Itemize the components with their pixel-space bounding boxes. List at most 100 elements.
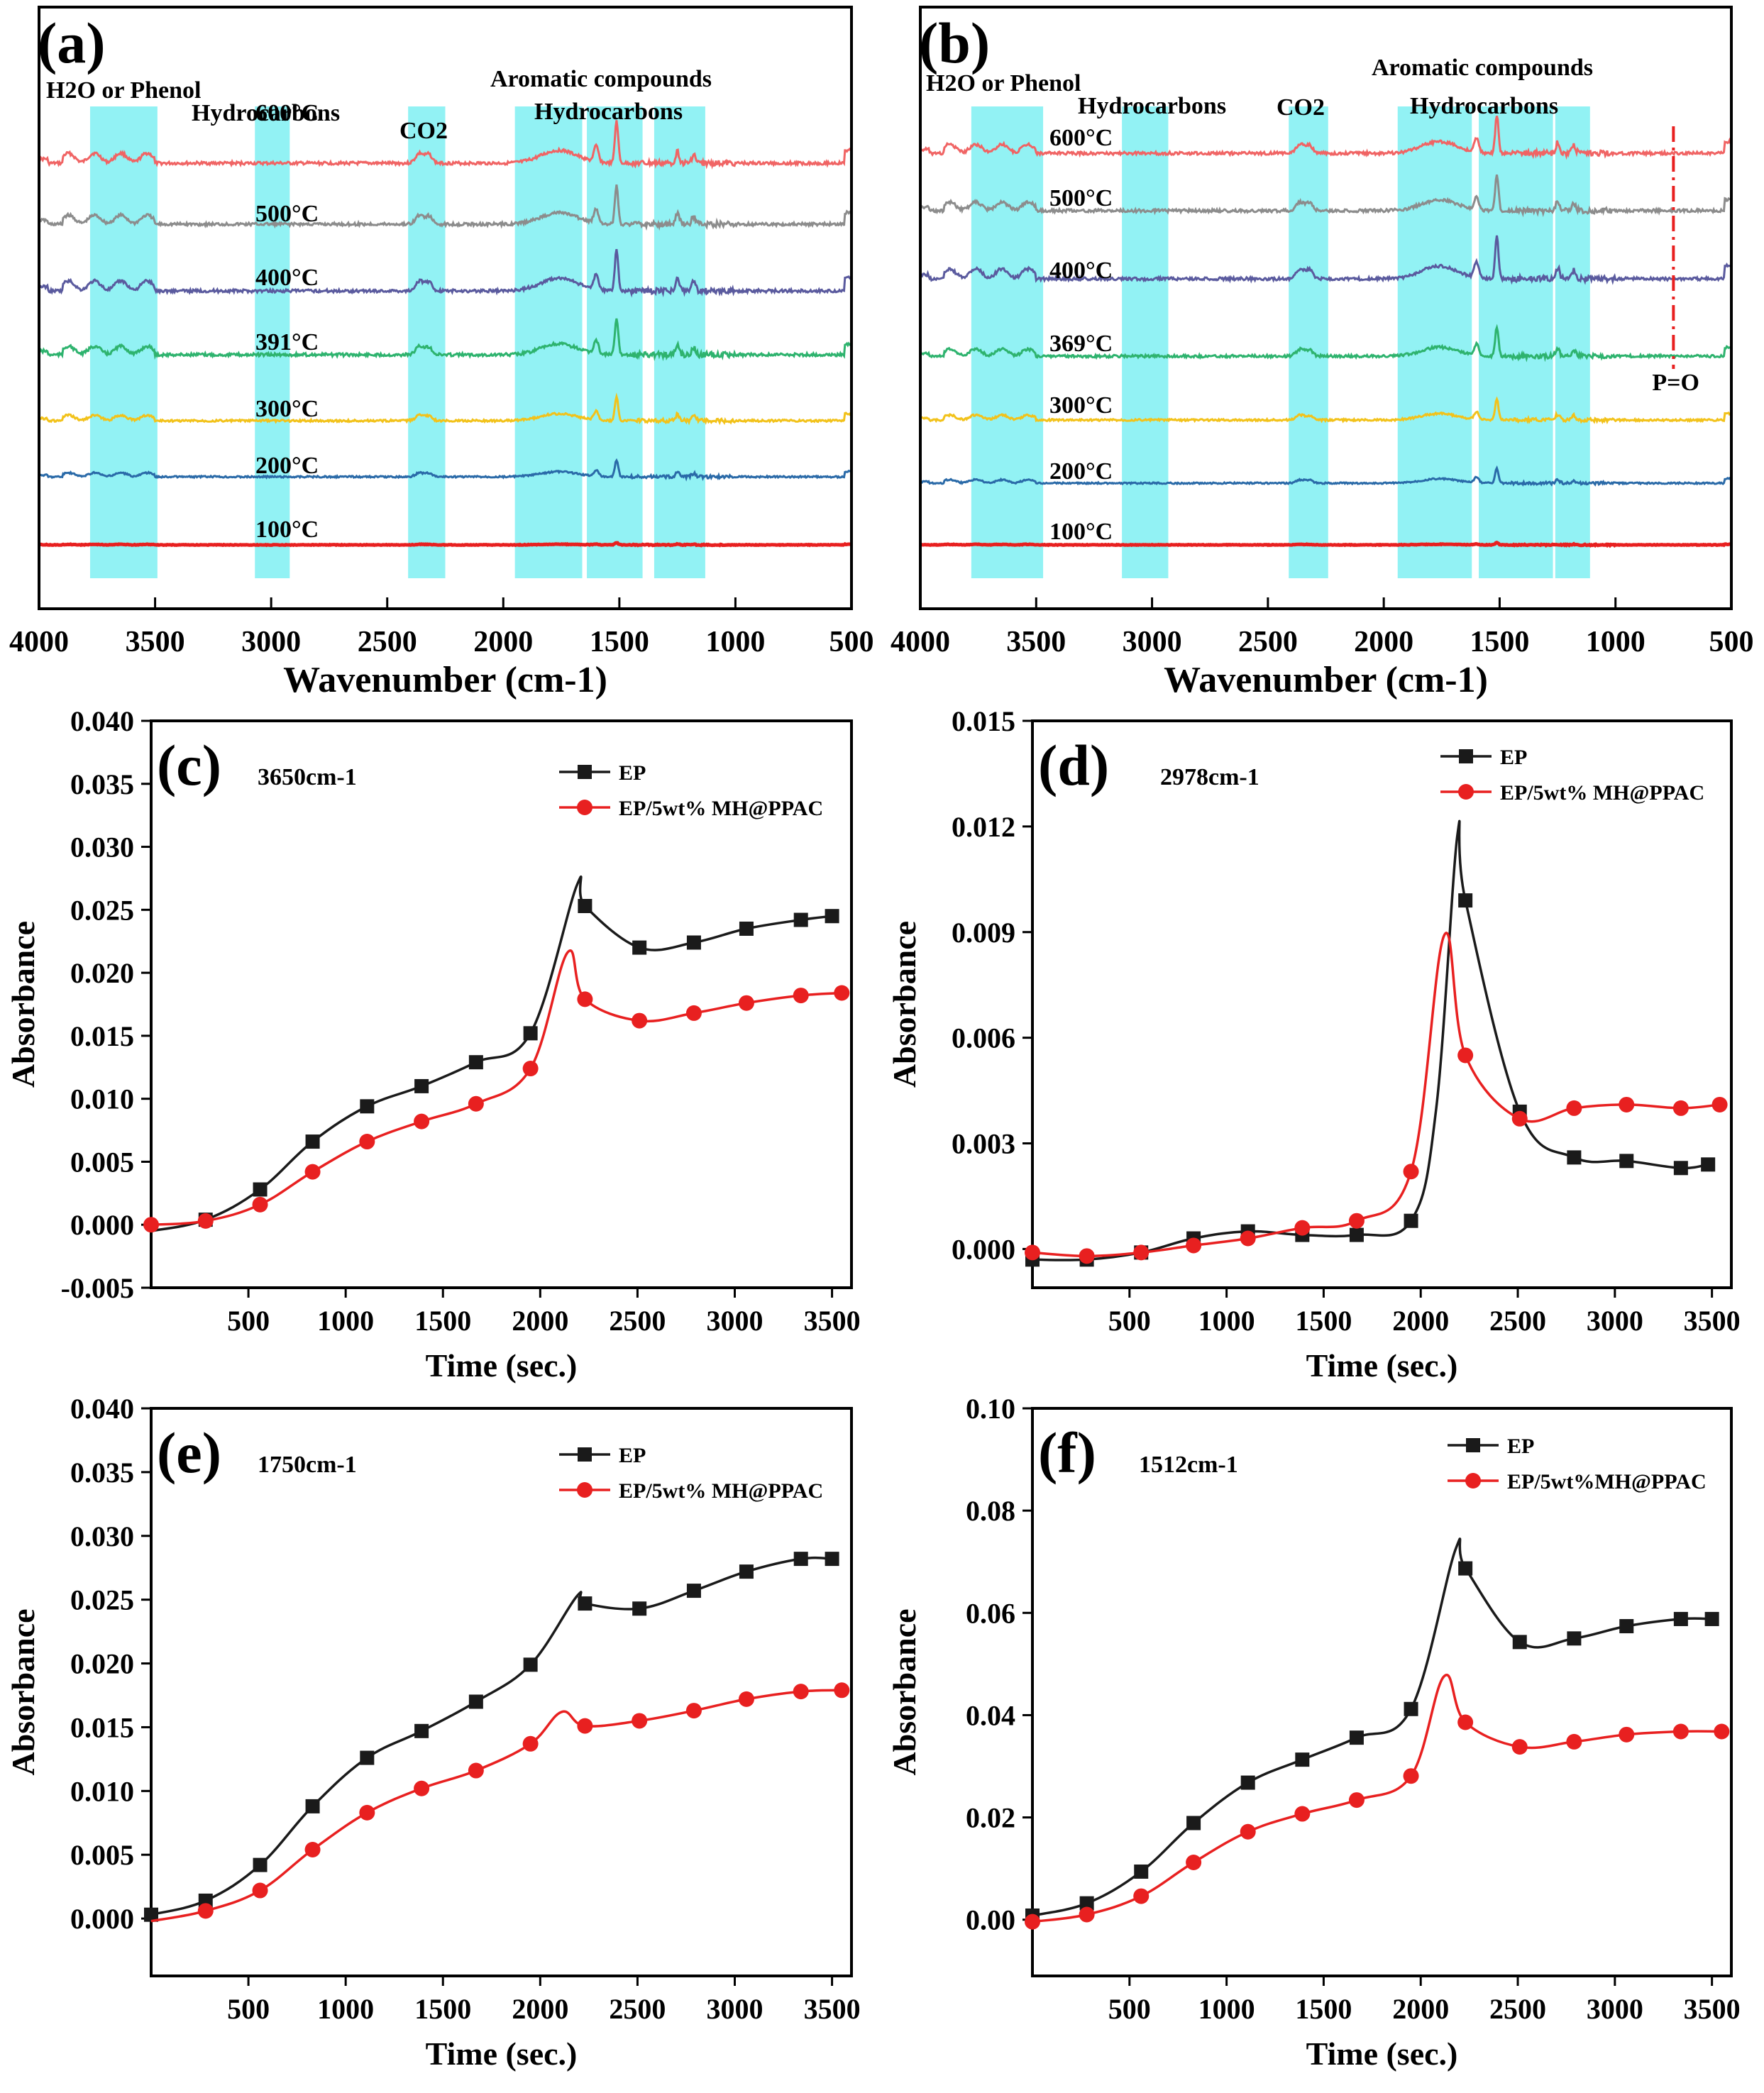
x-tick-label: 3000 xyxy=(1587,1305,1643,1337)
data-point xyxy=(1511,1110,1528,1127)
spectra-xtick-label: 2000 xyxy=(473,626,533,658)
x-tick-label: 3500 xyxy=(1684,1993,1741,2025)
data-point xyxy=(1186,1816,1201,1830)
data-point xyxy=(1348,1792,1365,1808)
x-tick-label: 2000 xyxy=(512,1993,568,2025)
data-point xyxy=(1348,1213,1365,1229)
y-tick-label: 0.005 xyxy=(70,1146,134,1178)
spectrum-line xyxy=(920,541,1732,548)
data-point xyxy=(577,1718,593,1734)
y-tick-label: 0.035 xyxy=(70,1457,134,1489)
band-label: Hydrocarbons xyxy=(1078,93,1226,119)
x-tick-label: 3500 xyxy=(804,1993,861,2025)
plot-frame xyxy=(1031,719,1733,1289)
data-point xyxy=(739,1564,754,1579)
data-point xyxy=(632,1713,648,1729)
x-tick-label: 2500 xyxy=(1489,1305,1546,1337)
data-point xyxy=(1566,1733,1582,1750)
data-point xyxy=(522,1735,539,1752)
data-point xyxy=(632,1012,648,1029)
data-point xyxy=(1240,1823,1256,1840)
x-axis-title: Wavenumber (cm-1) xyxy=(1164,660,1488,700)
y-tick-label: 0.000 xyxy=(70,1209,134,1241)
y-tick-label: 0.000 xyxy=(70,1903,134,1935)
data-point xyxy=(1619,1726,1635,1743)
wavenumber-annotation: 2978cm-1 xyxy=(1160,764,1259,790)
data-point xyxy=(304,1842,321,1858)
y-tick-label: 0.015 xyxy=(70,1020,134,1052)
data-point xyxy=(632,940,647,955)
y-tick-label: 0.035 xyxy=(70,768,134,800)
x-tick-label: 1500 xyxy=(414,1305,471,1337)
legend-label: EP/5wt%MH@PPAC xyxy=(1507,1470,1707,1493)
spectra-xtick-label: 1000 xyxy=(1586,626,1646,658)
y-tick-label: 0.000 xyxy=(952,1233,1015,1265)
x-tick-label: 500 xyxy=(1108,1993,1151,2025)
x-tick-label: 1500 xyxy=(1295,1993,1352,2025)
y-tick-label: 0.020 xyxy=(70,957,134,989)
panel-e: 500 1000 1500 2000 2500 3000 3500 0.000 0.005 0.0… xyxy=(5,1393,861,2072)
spectra-xtick-label: 1000 xyxy=(705,626,765,658)
temperature-label: 400°C xyxy=(255,265,319,291)
spectra-xtick-label: 2500 xyxy=(358,626,417,658)
data-point xyxy=(523,1657,538,1672)
data-point xyxy=(1295,1752,1310,1767)
panel-d: 500 1000 1500 2000 2500 3000 3500 0.000 0.003 0.0… xyxy=(886,705,1741,1384)
data-point xyxy=(1619,1619,1634,1634)
data-point xyxy=(1079,1906,1095,1923)
y-tick-label: 0.025 xyxy=(70,1584,134,1616)
x-tick-label: 1000 xyxy=(317,1305,374,1337)
band-label: CO2 xyxy=(1277,94,1325,121)
data-point xyxy=(305,1799,320,1813)
y-tick-label: 0.005 xyxy=(70,1839,134,1871)
band-highlight xyxy=(514,106,583,578)
data-point xyxy=(739,921,754,936)
data-point xyxy=(1240,1775,1255,1790)
x-tick-label: 3500 xyxy=(1684,1305,1741,1337)
spectrum-line xyxy=(38,458,852,482)
y-axis-title: Absorbance xyxy=(886,921,922,1088)
data-point xyxy=(793,988,809,1004)
band-label: H2O or Phenol xyxy=(46,77,202,104)
band-highlight xyxy=(1397,106,1472,578)
band-label: Aromatic compounds xyxy=(1372,55,1593,81)
x-tick-label: 2000 xyxy=(1392,1993,1449,2025)
x-tick-label: 1000 xyxy=(1198,1993,1255,2025)
data-point xyxy=(144,1907,158,1922)
temperature-label: 100°C xyxy=(1049,519,1113,545)
band-highlight xyxy=(408,106,446,578)
data-point xyxy=(577,991,593,1007)
y-tick-label: 0.08 xyxy=(966,1495,1015,1527)
legend-marker xyxy=(577,800,592,815)
spectra-xtick-label: 3500 xyxy=(126,626,185,658)
panel-a: 600°C 500°C 400°C 391°C 300°C 200°C 100°C H2O o… xyxy=(9,6,874,700)
data-point xyxy=(1134,1864,1149,1879)
y-tick-label: 0.02 xyxy=(966,1802,1015,1834)
x-tick-label: 1500 xyxy=(414,1993,471,2025)
spectrum-line xyxy=(919,174,1733,218)
temperature-label: 200°C xyxy=(255,453,319,479)
spectrum-line xyxy=(38,392,853,426)
legend-label: EP/5wt% MH@PPAC xyxy=(619,797,823,820)
x-tick-label: 2500 xyxy=(609,1993,666,2025)
data-point xyxy=(1404,1213,1418,1228)
data-point xyxy=(197,1903,214,1919)
data-point xyxy=(834,1682,850,1699)
temperature-label: 391°C xyxy=(255,329,319,355)
legend-label: EP/5wt% MH@PPAC xyxy=(619,1479,823,1503)
data-point xyxy=(1714,1723,1730,1740)
temperature-label: 369°C xyxy=(1049,331,1113,357)
y-tick-label: 0.006 xyxy=(952,1022,1015,1054)
series-line xyxy=(1032,932,1720,1258)
data-point xyxy=(414,1113,430,1130)
data-point xyxy=(253,1182,268,1197)
x-tick-label: 2000 xyxy=(1392,1305,1449,1337)
legend-marker xyxy=(1458,784,1474,800)
x-axis-title: Wavenumber (cm-1) xyxy=(283,660,607,700)
data-point xyxy=(1404,1701,1418,1716)
temperature-label: 100°C xyxy=(255,517,319,543)
data-point xyxy=(1512,1635,1527,1650)
data-point xyxy=(252,1882,268,1899)
band-highlight xyxy=(255,106,290,578)
y-tick-label: 0.040 xyxy=(70,1393,134,1425)
